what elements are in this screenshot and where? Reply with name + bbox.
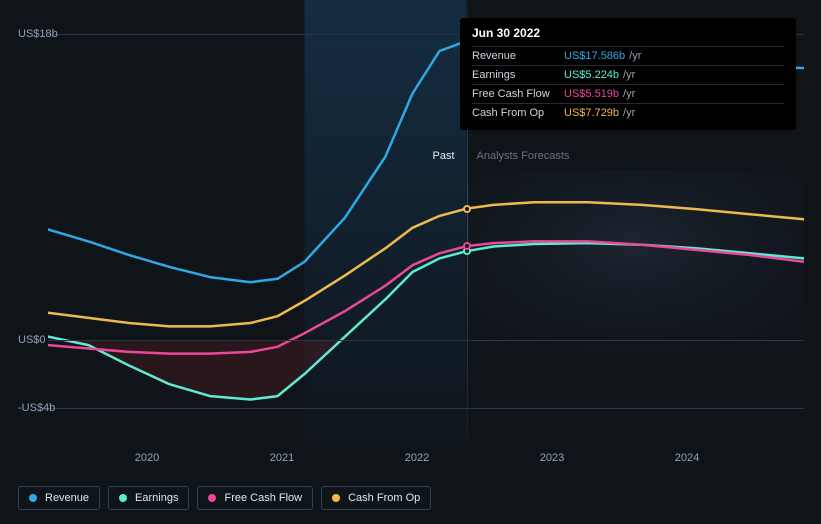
gridline (48, 340, 804, 341)
tooltip-row: RevenueUS$17.586b/yr (472, 46, 784, 65)
series-marker (463, 242, 471, 250)
tooltip-row: Cash From OpUS$7.729b/yr (472, 103, 784, 122)
legend-swatch (119, 494, 127, 502)
legend-swatch (208, 494, 216, 502)
tooltip-row-suffix: /yr (623, 107, 635, 119)
legend-label: Revenue (45, 492, 89, 504)
x-axis-label: 2023 (540, 452, 564, 464)
x-axis-label: 2024 (675, 452, 699, 464)
x-axis-label: 2021 (270, 452, 294, 464)
past-label: Past (433, 150, 455, 162)
tooltip-row-value: US$5.224b (564, 69, 619, 81)
y-axis-label: -US$4b (18, 402, 55, 414)
y-axis-label: US$18b (18, 28, 58, 40)
tooltip-row-suffix: /yr (623, 88, 635, 100)
legend-swatch (29, 494, 37, 502)
legend: Revenue Earnings Free Cash Flow Cash From O… (18, 486, 431, 510)
legend-item[interactable]: Revenue (18, 486, 100, 510)
legend-item[interactable]: Earnings (108, 486, 189, 510)
tooltip-row-label: Cash From Op (472, 107, 564, 119)
tooltip-row: EarningsUS$5.224b/yr (472, 65, 784, 84)
tooltip-row-label: Revenue (472, 50, 564, 62)
x-axis-label: 2020 (135, 452, 159, 464)
tooltip: Jun 30 2022 RevenueUS$17.586b/yrEarnings… (460, 18, 796, 130)
legend-label: Earnings (135, 492, 178, 504)
legend-item[interactable]: Free Cash Flow (197, 486, 313, 510)
y-axis-label: US$0 (18, 334, 46, 346)
x-axis-labels: 2020 2021 2022 2023 2024 (66, 452, 821, 468)
tooltip-row: Free Cash FlowUS$5.519b/yr (472, 84, 784, 103)
forecast-label: Analysts Forecasts (477, 150, 570, 162)
tooltip-row-value: US$7.729b (564, 107, 619, 119)
gridline (48, 408, 804, 409)
series-marker (463, 205, 471, 213)
tooltip-row-suffix: /yr (623, 69, 635, 81)
tooltip-title: Jun 30 2022 (472, 26, 784, 46)
tooltip-row-label: Free Cash Flow (472, 88, 564, 100)
tooltip-row-value: US$5.519b (564, 88, 619, 100)
legend-label: Cash From Op (348, 492, 420, 504)
tooltip-row-value: US$17.586b (564, 50, 625, 62)
legend-label: Free Cash Flow (224, 492, 302, 504)
x-axis-label: 2022 (405, 452, 429, 464)
tooltip-row-label: Earnings (472, 69, 564, 81)
legend-item[interactable]: Cash From Op (321, 486, 431, 510)
tooltip-row-suffix: /yr (629, 50, 641, 62)
legend-swatch (332, 494, 340, 502)
